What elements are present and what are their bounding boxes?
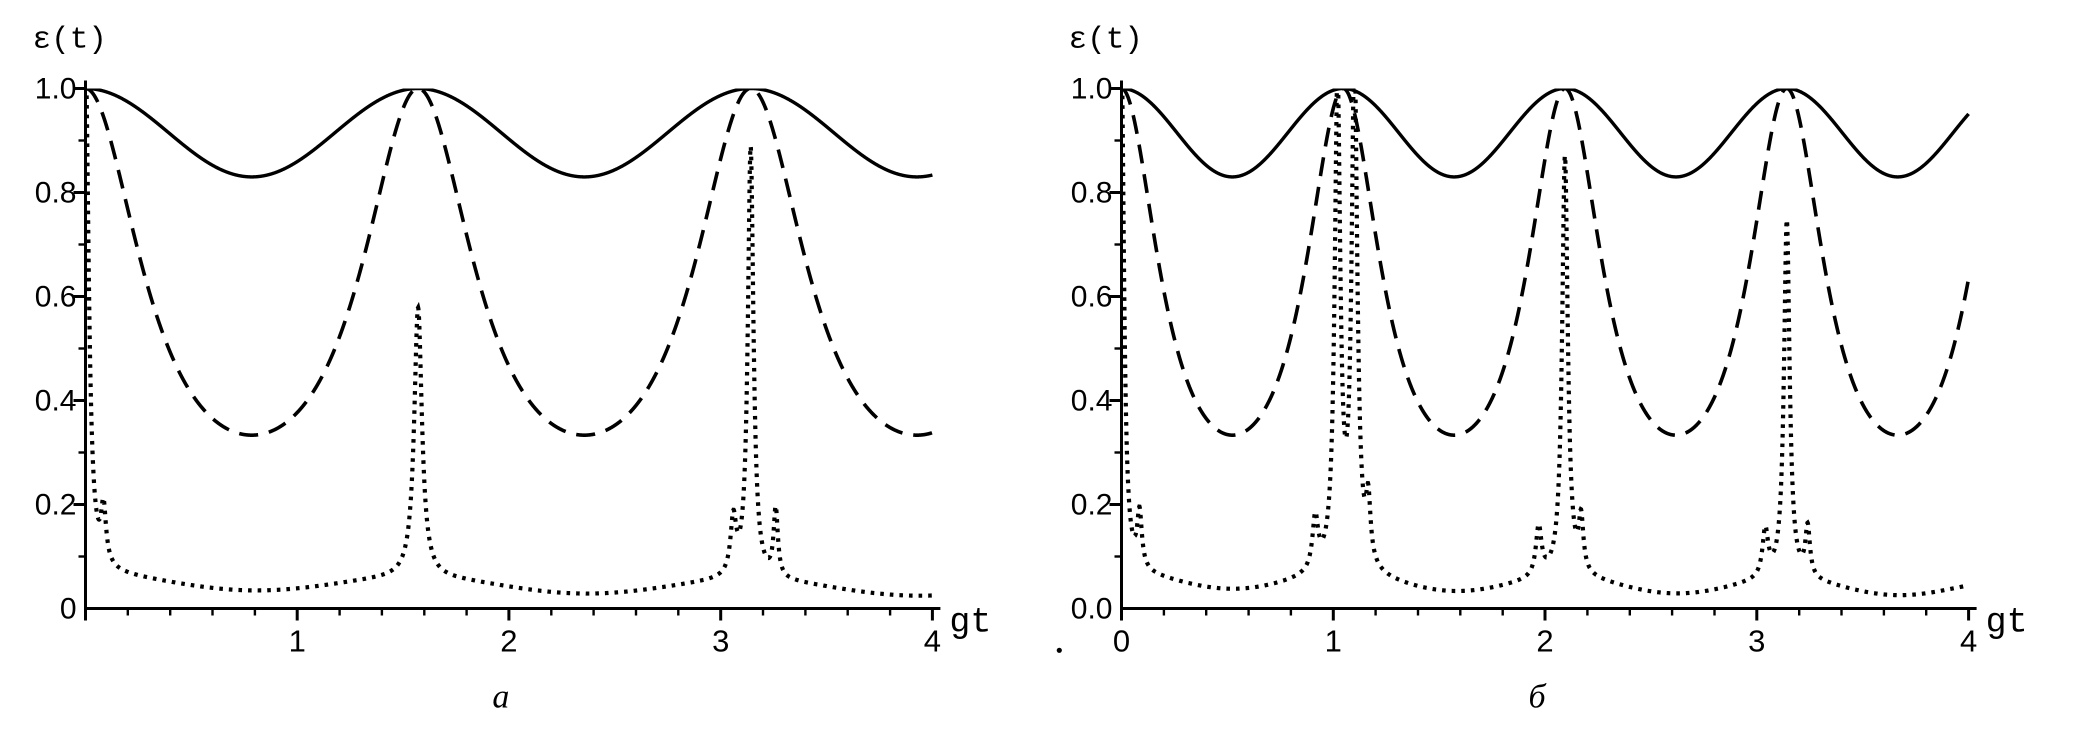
svg-text:0: 0 xyxy=(60,593,77,626)
svg-text:0.8: 0.8 xyxy=(1071,177,1113,210)
svg-text:0.6: 0.6 xyxy=(35,281,77,314)
svg-text:3: 3 xyxy=(1748,624,1765,659)
svg-text:a: a xyxy=(492,679,509,716)
svg-text:0.0: 0.0 xyxy=(1071,593,1113,626)
svg-text:1: 1 xyxy=(1325,624,1342,659)
svg-text:4: 4 xyxy=(1960,624,1977,659)
svg-text:0.2: 0.2 xyxy=(1071,489,1113,522)
svg-text:0.4: 0.4 xyxy=(35,385,77,418)
svg-text:0: 0 xyxy=(1113,624,1130,659)
svg-text:gt: gt xyxy=(1986,603,2028,643)
svg-text:0.6: 0.6 xyxy=(1071,281,1113,314)
svg-text:1: 1 xyxy=(289,624,306,659)
svg-text:2: 2 xyxy=(1536,624,1553,659)
svg-text:4: 4 xyxy=(924,624,941,659)
svg-text:ε(t): ε(t) xyxy=(33,23,107,58)
svg-text:1.0: 1.0 xyxy=(35,73,77,106)
svg-text:б: б xyxy=(1528,679,1547,716)
svg-text:ε(t): ε(t) xyxy=(1069,23,1143,58)
svg-text:0.2: 0.2 xyxy=(35,489,77,522)
svg-text:1.0: 1.0 xyxy=(1071,73,1113,106)
svg-text:3: 3 xyxy=(712,624,729,659)
svg-text:0.8: 0.8 xyxy=(35,177,77,210)
svg-text:gt: gt xyxy=(949,603,991,643)
svg-text:0.4: 0.4 xyxy=(1071,385,1113,418)
svg-text:2: 2 xyxy=(500,624,517,659)
